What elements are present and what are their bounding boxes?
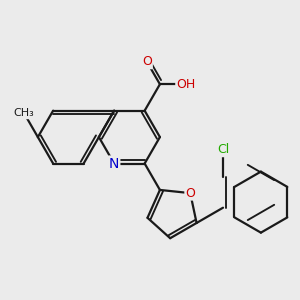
Text: CH₃: CH₃	[14, 108, 34, 118]
Text: OH: OH	[176, 78, 196, 91]
Text: O: O	[142, 55, 152, 68]
Text: Cl: Cl	[217, 143, 229, 156]
Text: O: O	[185, 187, 195, 200]
Text: N: N	[109, 157, 119, 170]
